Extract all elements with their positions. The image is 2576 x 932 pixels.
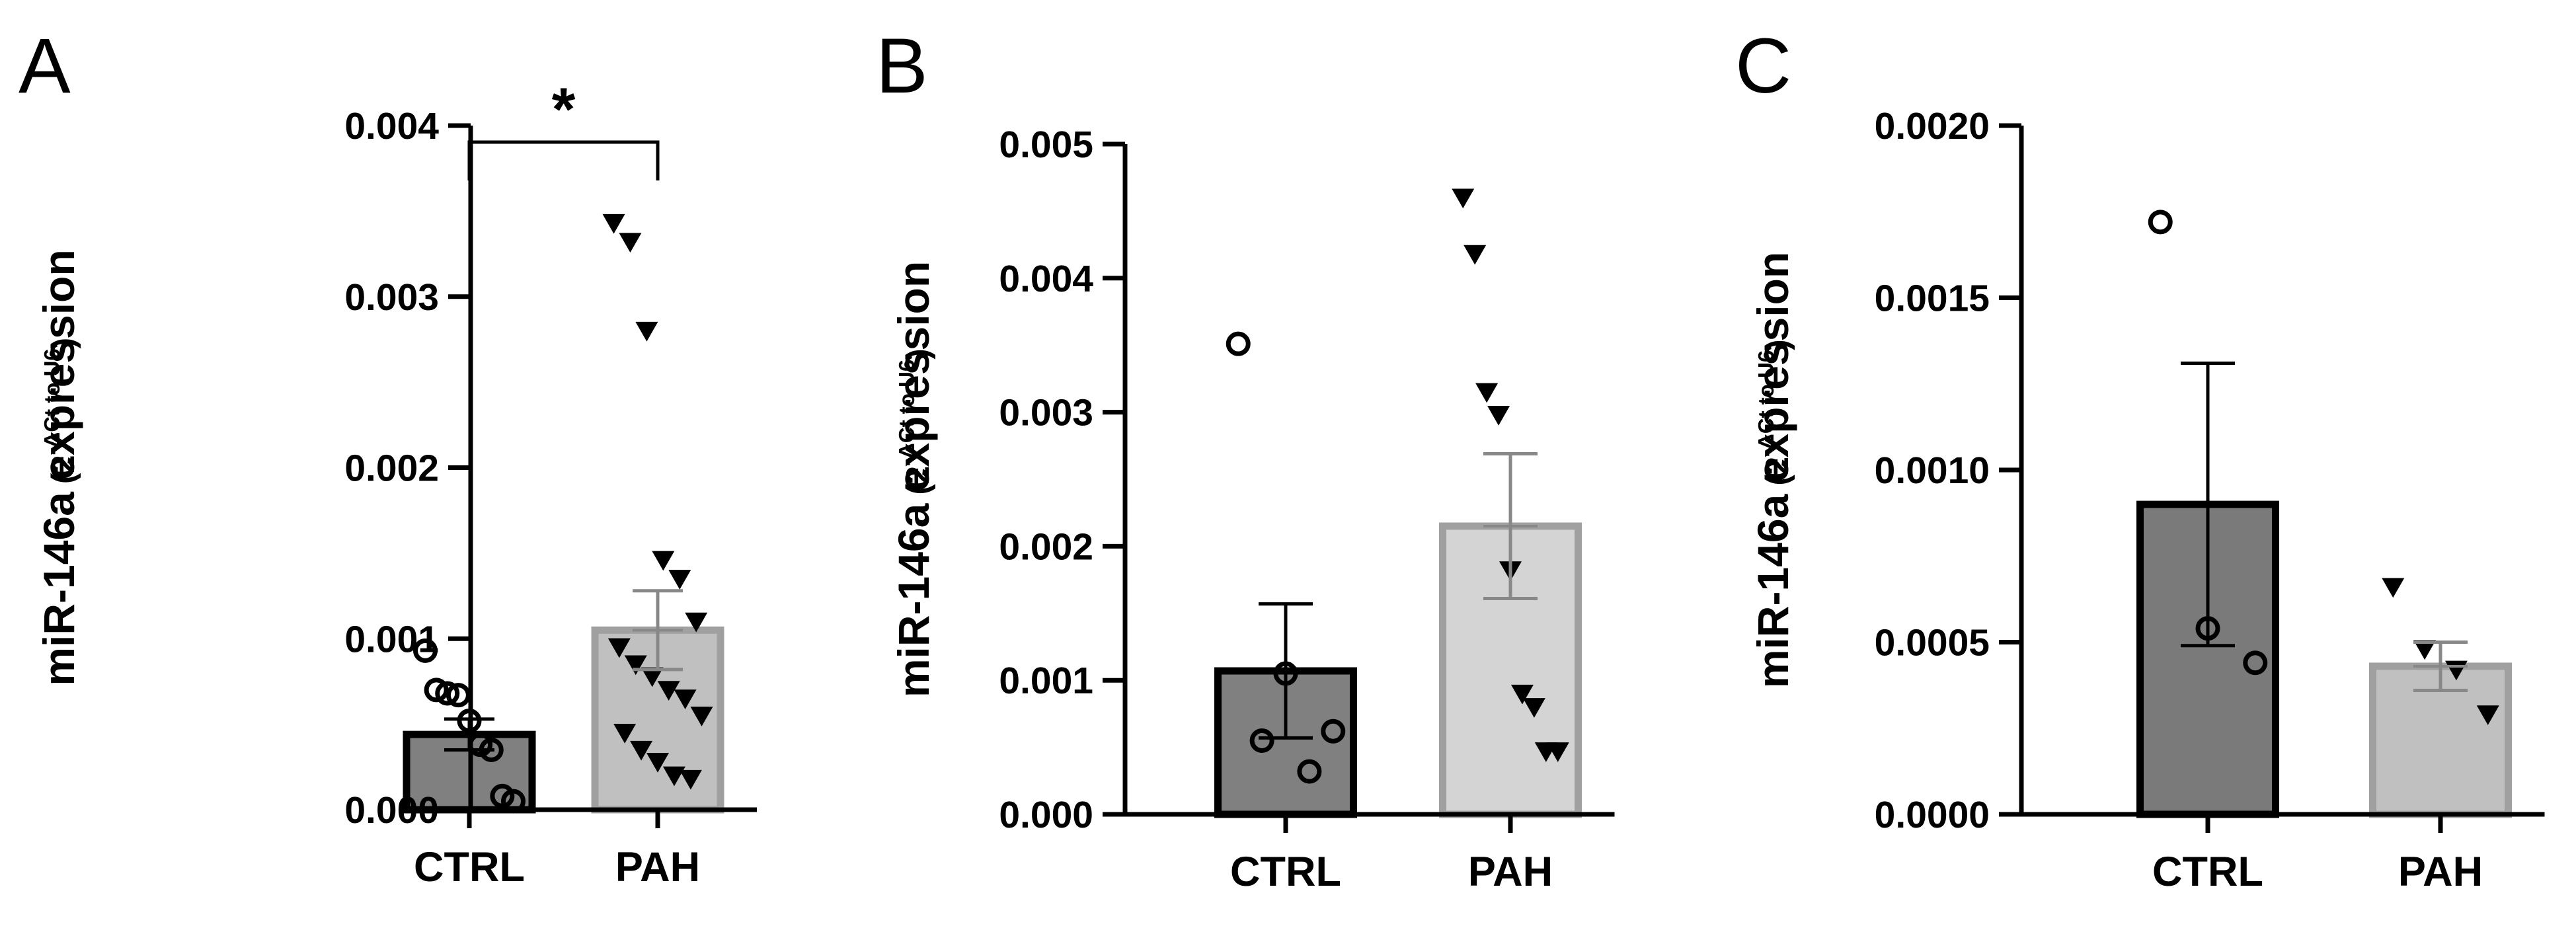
x-tick-label: CTRL bbox=[1230, 849, 1341, 895]
y-axis-subtitle: (2-ΔCt to U6) bbox=[1754, 339, 1795, 485]
y-axis-title: miR-146a expression bbox=[889, 261, 938, 697]
point-pah bbox=[1487, 406, 1510, 426]
y-tick-label: 0.004 bbox=[999, 258, 1093, 300]
point-ctrl bbox=[1249, 728, 1274, 753]
point-pah bbox=[646, 752, 669, 773]
y-axis-subtitle-text: (2-ΔCt to U6) bbox=[894, 348, 936, 494]
y-axis-subtitle-close: ) bbox=[1760, 339, 1795, 350]
y-axis-subtitle-close: ) bbox=[46, 338, 81, 348]
point-pah bbox=[641, 667, 664, 687]
point-ctrl bbox=[446, 683, 471, 708]
point-pah bbox=[1546, 742, 1569, 762]
point-pah bbox=[1475, 383, 1499, 403]
y-axis-subtitle-superscript: -ΔCt to U6 bbox=[894, 360, 919, 466]
point-ctrl bbox=[2148, 210, 2173, 235]
point-pah bbox=[602, 214, 625, 234]
y-tick-label: 0.000 bbox=[344, 789, 439, 832]
y-tick-label: 0.000 bbox=[999, 794, 1093, 836]
y-axis-title: miR-146a expression bbox=[1748, 252, 1797, 688]
significance-bracket bbox=[467, 140, 660, 180]
point-ctrl bbox=[413, 638, 438, 663]
y-tick-label: 0.003 bbox=[344, 276, 439, 319]
y-tick-label: 0.0010 bbox=[1875, 449, 1990, 492]
point-ctrl bbox=[1321, 718, 1346, 744]
y-tick-label: 0.0005 bbox=[1875, 622, 1990, 664]
y-tick-label: 0.004 bbox=[344, 105, 439, 147]
x-tick-label: PAH bbox=[615, 844, 700, 890]
error-bar-ctrl bbox=[1259, 602, 1313, 740]
x-tick-label: CTRL bbox=[414, 844, 525, 890]
y-tick-label: 0.0000 bbox=[1875, 794, 1990, 836]
y-tick-label: 0.002 bbox=[344, 447, 439, 490]
y-axis-subtitle-base: (2 bbox=[1760, 457, 1795, 486]
point-pah bbox=[1464, 245, 1487, 265]
y-tick-label: 0.001 bbox=[999, 660, 1093, 702]
error-bar-pah bbox=[1483, 451, 1538, 600]
point-pah bbox=[1522, 698, 1545, 718]
point-pah bbox=[2476, 705, 2499, 726]
y-axis-label: miR-146a expression(2-ΔCt to U6) bbox=[34, 249, 83, 685]
y-axis-subtitle-text: (2-ΔCt to U6) bbox=[40, 338, 81, 484]
point-pah bbox=[630, 740, 653, 761]
y-axis-subtitle-close: ) bbox=[900, 348, 936, 359]
y-tick-label: 0.0015 bbox=[1875, 278, 1990, 320]
y-tick-label: 0.0020 bbox=[1875, 105, 1990, 147]
point-pah bbox=[674, 689, 697, 709]
y-axis-label: miR-146a expression(2-ΔCt to U6) bbox=[889, 261, 938, 697]
y-axis-subtitle-superscript: -ΔCt to U6 bbox=[1754, 350, 1778, 457]
panel-letter: A bbox=[19, 22, 71, 110]
y-axis-subtitle: (2-ΔCt to U6) bbox=[894, 348, 936, 494]
y-axis-subtitle-text: (2-ΔCt to U6) bbox=[1754, 339, 1795, 485]
y-tick-label: 0.001 bbox=[344, 618, 439, 660]
point-ctrl bbox=[435, 681, 460, 706]
point-pah bbox=[652, 551, 675, 571]
panel-letter: C bbox=[1735, 22, 1791, 110]
x-tick-label: PAH bbox=[1468, 849, 1553, 895]
error-bar-pah bbox=[633, 589, 683, 672]
point-pah bbox=[685, 612, 708, 633]
y-axis-subtitle-superscript: -ΔCt to U6 bbox=[40, 348, 64, 455]
point-pah bbox=[668, 570, 691, 590]
point-pah bbox=[679, 769, 702, 790]
x-tick-label: PAH bbox=[2398, 849, 2483, 895]
x-tick-label: CTRL bbox=[2152, 849, 2263, 895]
panel-letter: B bbox=[876, 22, 928, 110]
significance-line bbox=[467, 140, 660, 180]
point-pah bbox=[607, 638, 631, 658]
y-axis-label: miR-146a expression(2-ΔCt to U6) bbox=[1748, 252, 1797, 688]
point-pah bbox=[690, 707, 713, 726]
significance-label: * bbox=[552, 76, 576, 143]
point-ctrl bbox=[424, 678, 449, 703]
y-tick-label: 0.002 bbox=[999, 525, 1093, 568]
point-pah bbox=[662, 766, 685, 787]
point-pah bbox=[619, 233, 642, 253]
y-axis-subtitle: (2-ΔCt to U6) bbox=[40, 338, 81, 484]
y-axis-subtitle-base: (2 bbox=[900, 466, 936, 495]
y-tick-label: 0.005 bbox=[999, 124, 1093, 166]
point-pah bbox=[657, 681, 680, 701]
point-pah bbox=[635, 321, 658, 342]
error-bar-pah bbox=[2413, 641, 2468, 692]
point-ctrl bbox=[2243, 650, 2268, 676]
error-bar-ctrl bbox=[2181, 361, 2235, 648]
y-axis-title: miR-146a expression bbox=[34, 249, 83, 685]
y-tick-label: 0.003 bbox=[999, 392, 1093, 434]
point-pah bbox=[1510, 684, 1534, 705]
point-pah bbox=[2413, 640, 2437, 660]
y-axis-subtitle-base: (2 bbox=[46, 455, 81, 484]
point-ctrl bbox=[1226, 331, 1251, 356]
point-pah bbox=[624, 655, 647, 676]
point-ctrl bbox=[1297, 759, 1322, 784]
point-pah bbox=[1452, 188, 1475, 209]
point-pah bbox=[613, 723, 637, 744]
point-pah bbox=[2382, 578, 2405, 598]
